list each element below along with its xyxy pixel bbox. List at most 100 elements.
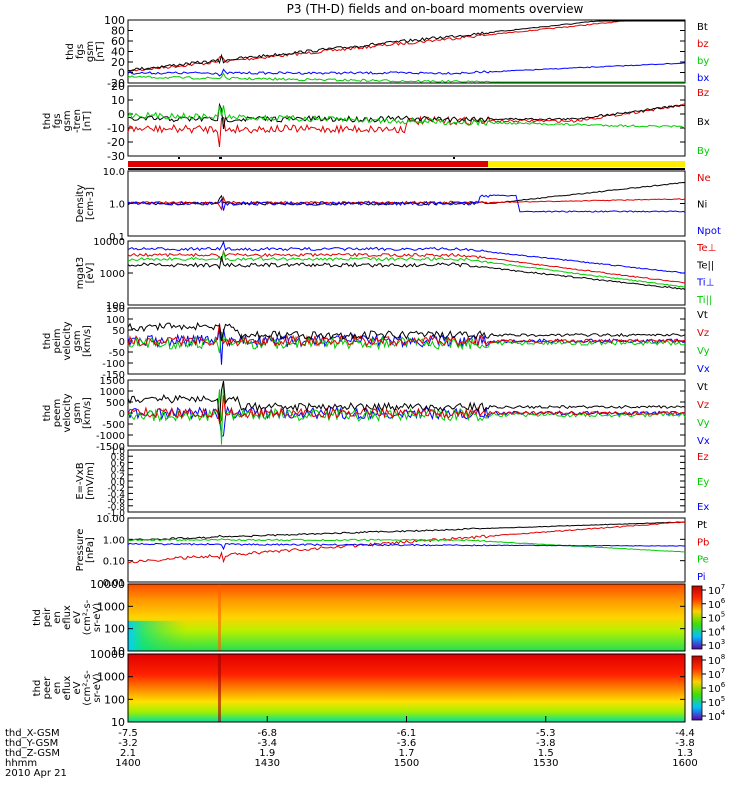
y-axis-label-line: thd [42, 113, 53, 130]
series-bx [127, 72, 685, 83]
colorbar-scale [691, 585, 703, 650]
spectrogram [128, 654, 685, 722]
legend-entry: Vt [697, 382, 708, 393]
legend: Ne Ni Npot [697, 173, 721, 237]
y-axis-label: thd fgs gsm [nT] [65, 41, 106, 62]
series-Vy [127, 382, 686, 445]
y-axis-label-line: mgat3 [75, 257, 86, 290]
series-Tiperp [127, 240, 686, 274]
legend-entry: Vy [697, 346, 710, 357]
colorbar-label: 104 [708, 624, 726, 638]
x-row-label: thd_X-GSM [5, 728, 60, 739]
y-tick-label: 1500 [100, 376, 125, 387]
legend-entry: Bx [697, 117, 710, 128]
status-tick [219, 157, 222, 159]
y-tick-label: 0 [118, 67, 125, 80]
legend-entry: Vx [697, 364, 710, 375]
y-axis-label-line: E=-VxB [75, 462, 86, 499]
y-axis-label-line: gsm [72, 402, 83, 423]
legend-entry: Bt [697, 22, 708, 33]
y-axis-label-line: fgs [52, 113, 63, 128]
y-axis-label-line: thd [65, 43, 76, 60]
legend-entry: Pt [697, 520, 707, 531]
series-Tepar [127, 256, 686, 291]
y-tick-label: 1.0 [109, 200, 125, 211]
y-tick-label: 100 [104, 693, 125, 706]
y-axis-label-line: peim [52, 328, 63, 353]
y-tick-label: -0.6 [107, 497, 125, 507]
legend-entry: Ne [697, 173, 711, 184]
y-tick-label: -30 [107, 150, 125, 163]
y-axis-label: Pressure [nPa] [75, 529, 96, 572]
y-axis-label: thd fgs gsm -tren [nT] [42, 109, 93, 133]
legend-entry: Vz [697, 328, 709, 339]
y-tick-label: 10.0 [103, 167, 125, 178]
y-axis-label-line: [eV] [85, 263, 96, 284]
x-row-value: -6.8 [257, 728, 277, 739]
series-Pb [127, 521, 685, 564]
panel-frame [127, 517, 686, 583]
y-tick-label: -1.0 [107, 509, 125, 519]
panel-efield: 1.00.80.60.40.20.0-0.2-0.4-0.6-0.8-1.0 E=… [75, 447, 709, 519]
y-tick-label: 1000 [100, 269, 125, 280]
x-row-value: 1.7 [399, 748, 415, 759]
legend-entry: Pb [697, 537, 709, 548]
legend-entry: Te⊥ [696, 243, 716, 254]
y-axis-label-line: thd [42, 405, 53, 422]
y-axis-label-line: Pressure [75, 529, 86, 572]
chart-title: P3 (TH-D) fields and on-board moments ov… [287, 2, 584, 16]
legend-entry: Ti|| [696, 295, 712, 306]
colorbar-label: 103 [708, 638, 725, 652]
colorbar-label: 107 [708, 667, 725, 681]
y-tick-label: 0.10 [103, 557, 125, 568]
y-tick-label: 0.6 [111, 459, 126, 469]
x-date: 2010 Apr 21 [5, 768, 67, 779]
y-axis-label-line: [nT] [82, 111, 93, 131]
legend-entry: Npot [697, 226, 721, 237]
y-tick-label: 100 [104, 14, 125, 27]
y-tick-label: 10.00 [96, 514, 125, 525]
y-tick-label: 10000 [93, 237, 125, 248]
y-axis-label-line: Density [75, 184, 86, 222]
status-tick [178, 157, 180, 159]
y-axis-label-line: (cm²-s- [82, 670, 93, 706]
panel-temperature: 10000 1000 100 mgat3 [eV] Te⊥ Te|| Ti⊥ Ti|| [75, 237, 716, 312]
legend-entry: Vx [697, 436, 710, 447]
y-tick-label: 1000 [97, 671, 125, 684]
y-axis-label: thd peim velocity gsm [km/s] [42, 321, 93, 360]
legend-entry: Bz [697, 88, 709, 99]
status-tick [453, 157, 455, 159]
y-axis-label-line: [km/s] [82, 397, 93, 429]
x-row-label: hhmm [5, 758, 37, 769]
series-Vt [127, 321, 686, 342]
legend-entry: Ey [697, 477, 709, 488]
y-axis-label-line: [nT] [95, 41, 106, 61]
y-tick-label: 1.0 [111, 447, 126, 457]
x-row-value: 2.1 [120, 748, 136, 759]
y-axis-label-line: eflux [62, 676, 73, 701]
y-axis-label-line: en [52, 611, 63, 624]
y-tick-label: 100 [106, 315, 125, 326]
y-tick-label: 150 [106, 304, 125, 315]
series-By [127, 105, 686, 129]
series-Pe [127, 538, 685, 553]
y-axis-label: thd peer en eflux eV (cm²-s-sr-eV) [32, 670, 103, 706]
colorbar-label: 106 [708, 597, 726, 611]
panel-frame [127, 307, 686, 375]
colorbar-label: 108 [708, 653, 725, 667]
x-row-value: -6.1 [397, 728, 417, 739]
y-axis-label-line: -tren [72, 109, 83, 133]
legend-entry: Vz [697, 400, 709, 411]
panel-pressure: 10.00 1.00 0.10 0.01 Pressure [nPa] Pt Pb Pe Pi [75, 514, 709, 589]
legend: Pt Pb Pe Pi [697, 520, 709, 583]
y-axis-label-line: sr-eV) [92, 603, 103, 632]
status-bar [128, 157, 685, 170]
y-axis-label-line: sr-eV) [92, 673, 103, 702]
y-axis-label-line: thd [32, 609, 43, 626]
